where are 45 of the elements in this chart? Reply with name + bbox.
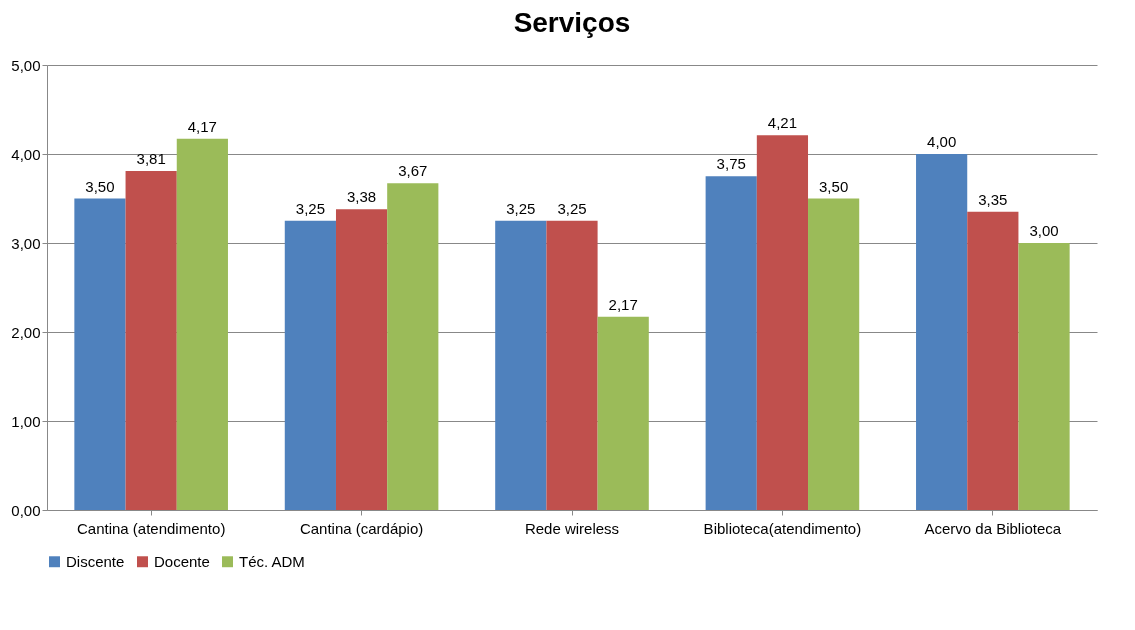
x-tick-label: Cantina (atendimento) — [76, 519, 226, 537]
data-label: 4,17 — [187, 117, 217, 135]
bar — [705, 176, 757, 510]
data-label: 3,35 — [978, 190, 1008, 208]
data-label: 4,00 — [927, 133, 957, 150]
bar — [495, 220, 547, 510]
data-label: 4,21 — [767, 114, 798, 132]
x-tick-label: Rede wireless — [524, 519, 620, 537]
y-tick-label: 3,00 — [11, 234, 41, 252]
data-label: 3,67 — [398, 162, 428, 180]
legend-label: Discente — [66, 552, 125, 570]
bar — [597, 316, 649, 510]
y-tick-label: 0,00 — [11, 501, 41, 519]
data-label: 3,81 — [136, 149, 166, 167]
bar — [284, 220, 336, 510]
bar — [967, 211, 1019, 510]
legend-label: Téc. ADM — [239, 552, 305, 570]
bar — [808, 198, 860, 510]
x-tick-label: Biblioteca(atendimento) — [703, 519, 862, 537]
bar — [546, 220, 598, 510]
legend-label: Docente — [154, 552, 210, 570]
chart-title: Serviços — [513, 7, 631, 38]
bar — [176, 138, 228, 510]
data-label: 3,25 — [557, 199, 587, 217]
data-label: 2,17 — [608, 295, 638, 313]
data-label: 3,38 — [346, 188, 377, 206]
data-label: 3,50 — [819, 177, 849, 195]
y-tick-label: 2,00 — [11, 323, 41, 341]
bar — [125, 170, 177, 510]
x-tick-label: Cantina (cardápio) — [299, 519, 424, 537]
y-tick-label: 1,00 — [11, 412, 41, 430]
data-label: 3,25 — [506, 199, 536, 217]
y-tick-label: 5,00 — [11, 56, 41, 74]
bar — [1018, 243, 1070, 510]
bar — [916, 154, 968, 510]
y-tick-label: 4,00 — [11, 145, 41, 163]
data-label: 3,75 — [716, 155, 746, 173]
data-label: 3,00 — [1029, 222, 1059, 239]
data-label: 3,25 — [295, 199, 325, 217]
bar — [387, 183, 439, 510]
x-tick-label: Acervo da Biblioteca — [924, 519, 1062, 537]
bar — [335, 209, 388, 510]
data-label: 3,50 — [85, 177, 115, 195]
bar — [74, 198, 126, 510]
bar — [756, 135, 809, 510]
